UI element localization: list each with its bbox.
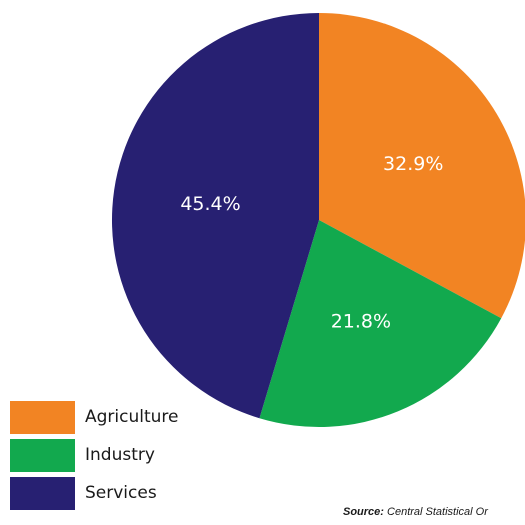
pie-label-industry: 21.8% (331, 310, 391, 332)
source-prefix: Source: (343, 506, 384, 518)
source-text: Central Statistical Or (383, 506, 488, 518)
legend-label-industry: Industry (85, 445, 155, 465)
legend-swatch-services (10, 477, 75, 510)
legend-label-agriculture: Agriculture (85, 407, 179, 427)
legend-swatch-industry (10, 439, 75, 472)
legend-swatch-agriculture (10, 401, 75, 434)
pie-label-services: 45.4% (180, 193, 240, 215)
pie-slice-agriculture (319, 13, 525, 319)
pie-label-agriculture: 32.9% (383, 153, 443, 175)
pie-slice-industry (259, 220, 502, 428)
pie-slice-services (111, 12, 319, 419)
source-note: Source: Central Statistical Or (343, 506, 488, 518)
legend-label-services: Services (85, 483, 157, 503)
